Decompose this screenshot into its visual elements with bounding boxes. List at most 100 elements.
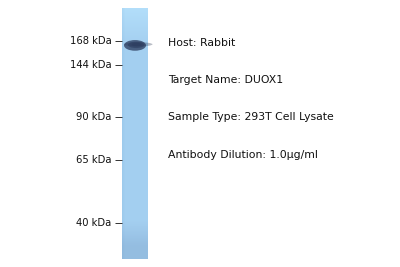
Bar bbox=[122, 73, 148, 74]
Bar bbox=[122, 179, 148, 180]
Bar bbox=[122, 207, 148, 208]
Bar bbox=[122, 248, 148, 249]
Bar bbox=[122, 114, 148, 115]
Text: 168 kDa: 168 kDa bbox=[70, 36, 112, 46]
Bar bbox=[122, 252, 148, 253]
Bar bbox=[122, 81, 148, 83]
Bar bbox=[122, 35, 148, 37]
Bar bbox=[122, 156, 148, 157]
Bar bbox=[122, 56, 148, 57]
Bar bbox=[122, 217, 148, 218]
Bar bbox=[122, 130, 148, 131]
Bar bbox=[122, 138, 148, 139]
Bar bbox=[122, 161, 148, 162]
Bar bbox=[122, 12, 148, 13]
Bar bbox=[122, 96, 148, 97]
Bar bbox=[122, 157, 148, 158]
Bar bbox=[122, 91, 148, 92]
Bar bbox=[122, 141, 148, 142]
Bar bbox=[122, 204, 148, 205]
Bar bbox=[122, 74, 148, 75]
Bar bbox=[122, 193, 148, 194]
Bar bbox=[122, 206, 148, 207]
Bar bbox=[122, 20, 148, 21]
Bar bbox=[122, 124, 148, 125]
Bar bbox=[122, 172, 148, 173]
Bar bbox=[122, 158, 148, 159]
Bar bbox=[122, 212, 148, 213]
Bar bbox=[122, 29, 148, 31]
Bar bbox=[122, 218, 148, 219]
Bar bbox=[122, 135, 148, 136]
Bar bbox=[122, 106, 148, 107]
Bar bbox=[122, 92, 148, 93]
Bar bbox=[122, 142, 148, 143]
Bar bbox=[122, 250, 148, 252]
Bar bbox=[122, 80, 148, 81]
Bar bbox=[122, 235, 148, 236]
Bar bbox=[122, 211, 148, 212]
Bar bbox=[122, 49, 148, 50]
Bar bbox=[122, 197, 148, 198]
Bar bbox=[122, 166, 148, 167]
Bar bbox=[122, 175, 148, 176]
Text: 90 kDa: 90 kDa bbox=[76, 112, 112, 123]
Bar bbox=[122, 177, 148, 178]
Bar bbox=[122, 195, 148, 196]
Bar bbox=[122, 102, 148, 103]
Bar bbox=[122, 154, 148, 155]
Bar bbox=[122, 89, 148, 90]
Bar bbox=[122, 221, 148, 222]
Bar bbox=[122, 38, 148, 39]
Bar bbox=[122, 152, 148, 153]
Bar bbox=[122, 198, 148, 200]
Bar bbox=[122, 113, 148, 114]
Bar bbox=[122, 151, 148, 152]
Bar bbox=[122, 76, 148, 77]
Bar bbox=[122, 26, 148, 27]
Bar bbox=[122, 81, 148, 82]
Bar bbox=[122, 196, 148, 197]
Bar bbox=[122, 183, 148, 184]
Bar bbox=[122, 232, 148, 233]
Bar bbox=[122, 234, 148, 235]
Bar bbox=[122, 243, 148, 244]
Bar bbox=[122, 65, 148, 66]
Bar bbox=[122, 237, 148, 238]
Bar bbox=[122, 118, 148, 119]
Bar bbox=[122, 246, 148, 247]
Bar bbox=[122, 131, 148, 132]
Bar bbox=[122, 186, 148, 187]
Bar bbox=[122, 168, 148, 170]
Bar bbox=[122, 147, 148, 148]
Bar bbox=[122, 9, 148, 10]
Bar bbox=[122, 253, 148, 254]
Bar bbox=[122, 215, 148, 216]
Bar bbox=[122, 146, 148, 147]
Bar bbox=[122, 138, 148, 139]
Bar bbox=[122, 159, 148, 160]
Bar bbox=[122, 63, 148, 64]
Bar bbox=[122, 245, 148, 246]
Bar bbox=[122, 254, 148, 255]
Bar bbox=[122, 163, 148, 164]
Bar bbox=[122, 257, 148, 258]
Bar bbox=[122, 36, 148, 37]
Bar bbox=[122, 60, 148, 61]
Ellipse shape bbox=[128, 42, 144, 48]
Bar bbox=[122, 187, 148, 188]
Bar bbox=[122, 28, 148, 29]
Bar bbox=[122, 27, 148, 28]
Bar bbox=[122, 189, 148, 190]
Bar bbox=[122, 174, 148, 175]
Bar bbox=[122, 223, 148, 224]
Bar bbox=[122, 200, 148, 201]
Bar bbox=[122, 111, 148, 112]
Bar bbox=[122, 170, 148, 171]
Bar bbox=[122, 78, 148, 79]
Bar bbox=[122, 60, 148, 62]
Bar bbox=[122, 70, 148, 71]
Bar bbox=[122, 167, 148, 169]
Bar bbox=[122, 160, 148, 161]
Bar bbox=[122, 213, 148, 214]
